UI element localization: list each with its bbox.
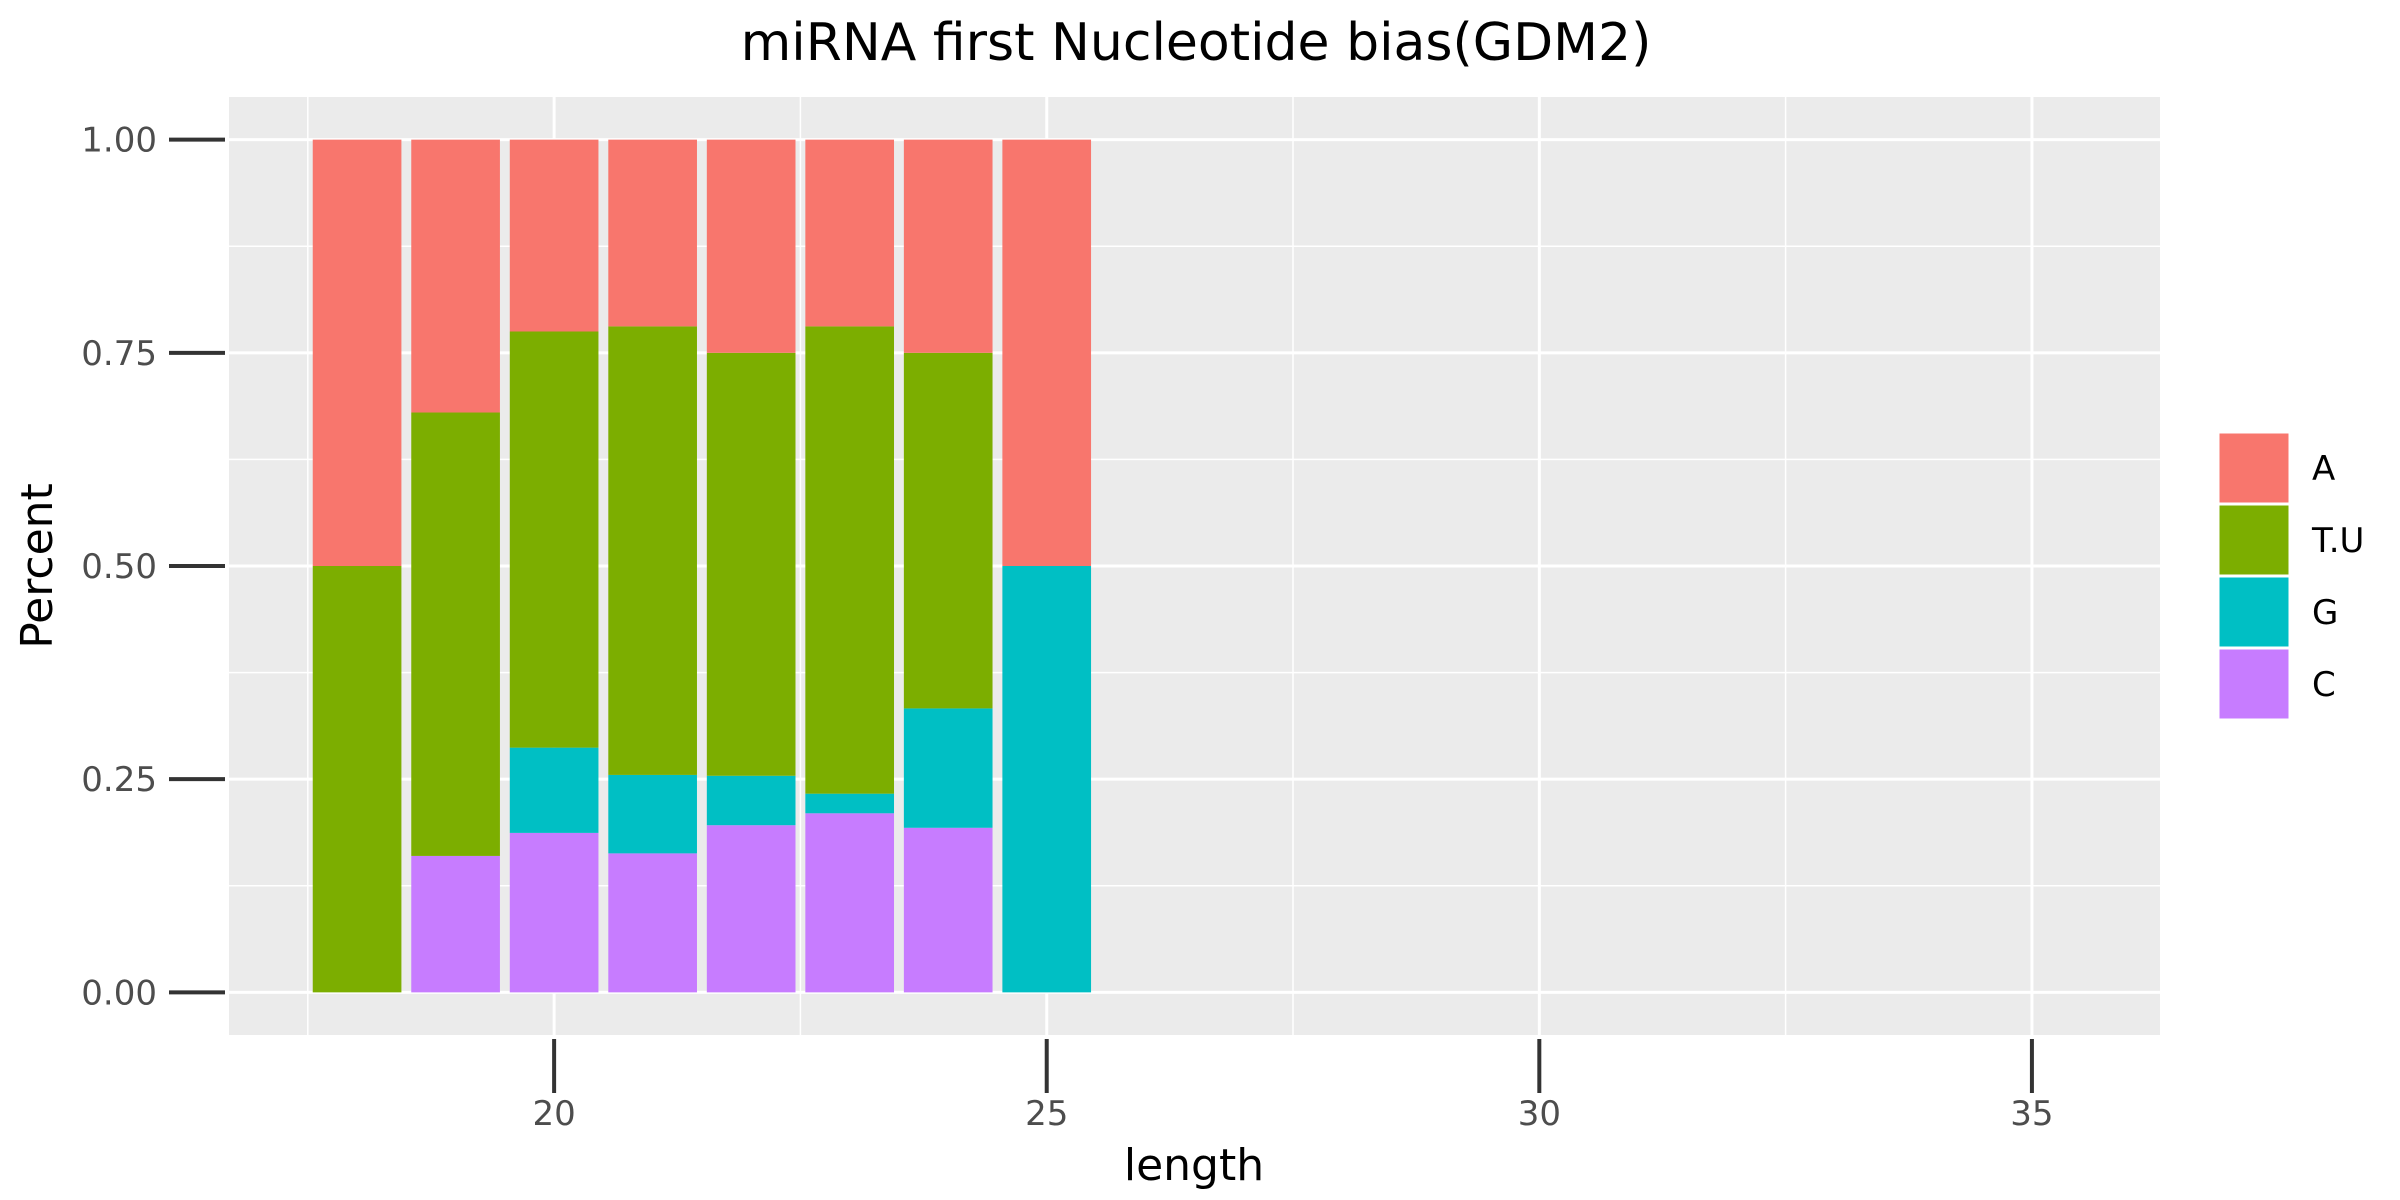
bar-segment-tu-20 [509,331,599,748]
bar-segment-a-23 [805,139,895,327]
bar-segment-g-23 [805,793,895,814]
bar-segment-c-23 [805,813,895,993]
legend-key-g [2216,574,2292,650]
bars [312,139,1092,993]
y-tick-label: 1.00 [81,121,157,161]
bar-segment-a-22 [706,139,796,353]
bar-segment-tu-23 [805,326,895,794]
bar-segment-tu-24 [903,352,993,709]
x-tick-label: 35 [2010,1094,2053,1134]
bar-segment-tu-18 [312,566,402,993]
y-axis-title: Percent [12,483,63,649]
x-tick-label: 20 [532,1094,575,1134]
legend-label: C [2312,665,2336,705]
bar-segment-tu-21 [608,326,697,775]
y-axis: 0.00 0.25 0.50 0.75 1.00 [81,121,225,1013]
bar-segment-g-24 [903,708,993,828]
y-tick-label: 0.75 [81,334,157,374]
x-axis: 20 25 30 35 [532,1039,2054,1134]
bar-segment-a-18 [312,139,402,567]
x-tick-label: 25 [1025,1094,1068,1134]
bar-segment-c-22 [706,825,796,993]
bar-segment-a-20 [509,139,599,332]
bar-segment-a-21 [608,139,697,327]
y-tick-label: 0.25 [81,760,157,800]
bar-segment-g-22 [706,775,796,826]
legend: A T.U GC [2216,430,2364,722]
bar-segment-g-25 [1002,566,1092,993]
bar-segment-a-19 [411,139,500,413]
legend-label: A [2312,449,2335,489]
bar-segment-c-19 [411,855,500,993]
legend-label: G [2312,593,2338,633]
bar-segment-a-25 [1002,139,1092,567]
legend-key-a [2216,430,2292,506]
chart-title: miRNA first Nucleotide bias(GDM2) [741,13,1652,73]
bar-segment-a-24 [903,139,993,353]
legend-key-tu [2216,502,2292,578]
legend-label: T.U [2311,521,2364,561]
bar-segment-c-20 [509,832,599,993]
x-axis-title: length [1124,1140,1264,1191]
y-tick-label: 0.00 [81,973,157,1013]
y-tick-label: 0.50 [81,547,157,587]
bar-segment-g-20 [509,747,599,833]
bar-segment-c-24 [903,827,993,993]
bar-segment-g-21 [608,774,697,854]
bar-segment-tu-22 [706,352,796,776]
bar-segment-c-21 [608,853,697,993]
x-tick-label: 30 [1518,1094,1561,1134]
legend-key-c [2216,646,2292,722]
bar-segment-tu-19 [411,412,500,856]
